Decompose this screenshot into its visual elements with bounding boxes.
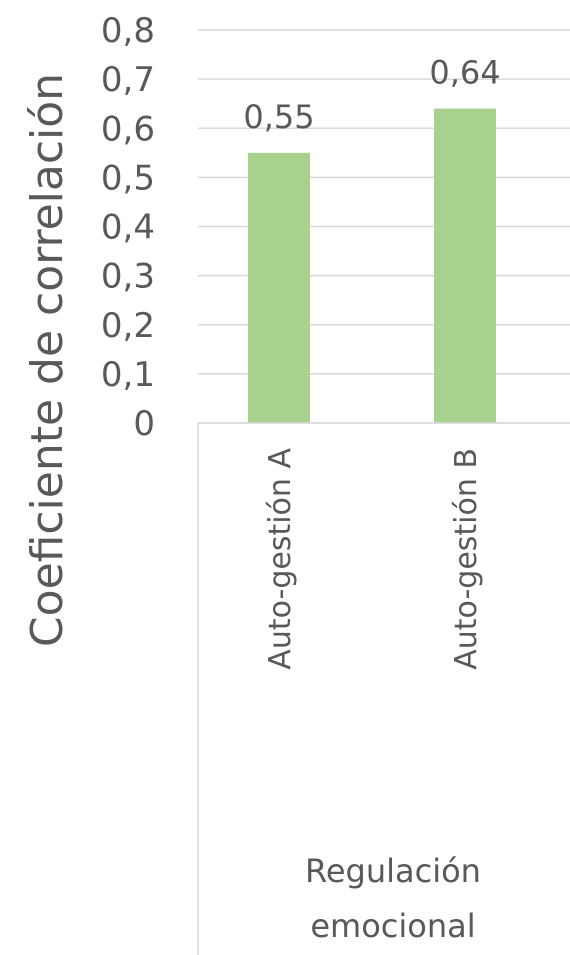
data-labels: 0,55 0,64	[243, 54, 500, 136]
group-label-line-2: emocional	[310, 907, 475, 945]
y-tick-labels: 0 0,1 0,2 0,3 0,4 0,5 0,6 0,7 0,8	[101, 11, 155, 444]
y-tick-label: 0,2	[101, 306, 155, 346]
y-axis-title: Coeficiente de correlación	[22, 73, 73, 647]
category-label-2: Auto-gestión B	[449, 448, 484, 670]
y-tick-label: 0,1	[101, 355, 155, 395]
y-tick-label: 0,4	[101, 208, 155, 248]
group-label-line-1: Regulación	[305, 852, 481, 890]
category-labels: Auto-gestión A Auto-gestión B	[263, 448, 484, 670]
category-label-1: Auto-gestión A	[263, 448, 298, 670]
y-tick-label: 0,6	[101, 109, 155, 149]
y-tick-label: 0,5	[101, 158, 155, 198]
y-tick-label: 0,3	[101, 257, 155, 297]
category-frame	[197, 422, 570, 955]
bar-2	[434, 108, 496, 423]
data-label-2: 0,64	[429, 54, 500, 92]
y-tick-label: 0,8	[101, 11, 155, 51]
data-label-1: 0,55	[243, 98, 314, 136]
y-tick-label: 0,7	[101, 60, 155, 100]
y-tick-label: 0	[133, 404, 155, 444]
bars	[248, 108, 496, 423]
bar-1	[248, 152, 310, 423]
